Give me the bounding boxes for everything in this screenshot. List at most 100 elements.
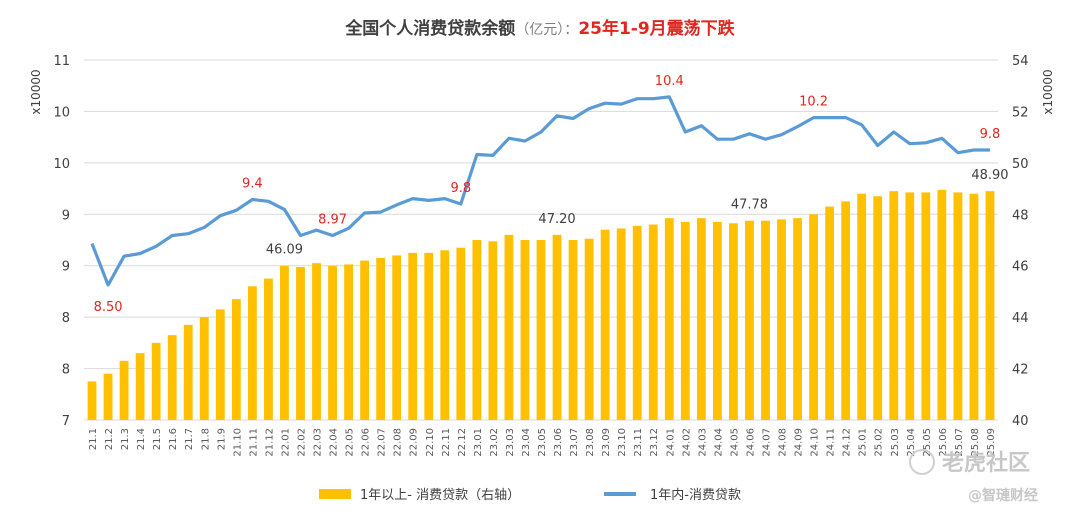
x-tick-label: 24.06 xyxy=(745,428,756,457)
x-tick-label: 21.11 xyxy=(248,428,259,457)
x-tick-label: 23.11 xyxy=(633,428,644,457)
bar xyxy=(873,196,883,420)
x-tick-label: 21.5 xyxy=(152,428,163,450)
bar xyxy=(119,360,129,420)
watermark: 老虎社区 @智璉财经 xyxy=(909,449,1038,504)
x-tick-label: 21.1 xyxy=(88,428,99,450)
bar xyxy=(889,191,899,420)
x-tick-label: 22.09 xyxy=(409,428,420,457)
right-tick-label: 48 xyxy=(1012,208,1029,223)
bar xyxy=(616,228,626,420)
line-series xyxy=(90,95,990,287)
bar xyxy=(921,192,931,420)
watermark-main: 老虎社区 xyxy=(941,450,1030,476)
data-label: 47.20 xyxy=(538,212,575,227)
bar xyxy=(328,265,337,420)
bar xyxy=(777,219,786,420)
x-tick-label: 25.06 xyxy=(938,428,949,457)
bar xyxy=(761,220,770,420)
x-tick-label: 25.07 xyxy=(954,428,965,457)
left-tick-label: 10 xyxy=(53,105,70,120)
bar xyxy=(215,309,225,420)
x-tick-label: 23.05 xyxy=(537,428,548,457)
bar xyxy=(408,252,418,420)
left-axis-unit: x10000 xyxy=(29,69,43,114)
x-tick-label: 23.10 xyxy=(617,428,628,457)
x-tick-label: 22.01 xyxy=(280,428,291,457)
x-tick-label: 22.03 xyxy=(313,428,324,457)
right-tick-label: 52 xyxy=(1012,105,1029,120)
x-tick-label: 22.06 xyxy=(361,428,372,457)
bar xyxy=(504,234,514,420)
x-tick-label: 21.10 xyxy=(232,428,243,457)
data-label: 8.50 xyxy=(94,300,123,315)
x-tick-label: 22.08 xyxy=(393,428,404,457)
bar xyxy=(135,353,145,420)
data-labels: 8.50 9.4 8.97 9.8 10.4 10.2 9.8 46.09 47.20 47.78… xyxy=(94,74,1009,315)
bar xyxy=(841,201,851,420)
x-tick-label: 21.3 xyxy=(120,428,131,450)
bar xyxy=(424,252,434,420)
bar xyxy=(167,335,177,420)
bar xyxy=(87,381,97,420)
chart-title: 全国个人消费贷款余额（亿元）：25年1-9月震荡下跌 xyxy=(344,18,735,39)
x-tick-label: 23.12 xyxy=(649,428,660,457)
bar xyxy=(440,250,450,420)
x-tick-label: 21.4 xyxy=(136,428,147,450)
bar xyxy=(456,247,466,420)
bar xyxy=(263,278,273,420)
right-tick-label: 46 xyxy=(1012,260,1029,275)
bar xyxy=(199,317,209,420)
bar xyxy=(857,193,867,420)
legend-swatch-bar xyxy=(319,489,351,499)
bar xyxy=(745,220,754,420)
x-tick-label: 23.06 xyxy=(553,428,564,457)
x-tick-label: 25.02 xyxy=(874,428,885,457)
bar xyxy=(552,234,562,420)
watermark-sub: @智璉财经 xyxy=(968,487,1038,504)
x-tick-label: 24.01 xyxy=(665,428,676,457)
bar xyxy=(584,238,594,420)
legend-label-line: 1年内-消费贷款 xyxy=(650,487,741,503)
data-label: 9.8 xyxy=(450,181,471,196)
left-tick-label: 11 xyxy=(53,54,70,69)
bar xyxy=(905,192,915,420)
left-tick-label: 7 xyxy=(62,414,70,429)
bar xyxy=(937,189,947,420)
data-label: 8.97 xyxy=(318,213,347,228)
x-tick-label: 24.12 xyxy=(842,428,853,457)
bar xyxy=(231,299,241,420)
x-tick-label: 25.05 xyxy=(922,428,933,457)
x-tick-label: 24.02 xyxy=(681,428,692,457)
data-label: 46.09 xyxy=(266,243,303,258)
bar xyxy=(183,324,193,420)
bar xyxy=(488,241,498,420)
x-tick-label: 23.08 xyxy=(585,428,596,457)
x-tick-label: 25.08 xyxy=(970,428,981,457)
x-tick-label: 21.6 xyxy=(168,428,179,450)
bar xyxy=(151,342,161,420)
bar xyxy=(472,240,482,420)
legend: 1年以上- 消费贷款（右轴） 1年内-消费贷款 xyxy=(319,487,741,503)
bar xyxy=(312,263,321,420)
bar xyxy=(632,225,642,420)
bar xyxy=(680,222,690,420)
bar xyxy=(712,222,722,420)
bar xyxy=(536,240,546,420)
bar xyxy=(103,373,113,420)
right-tick-label: 44 xyxy=(1012,311,1029,326)
bar xyxy=(360,260,370,420)
x-tick-label: 22.11 xyxy=(441,428,452,457)
x-tick-label: 24.07 xyxy=(761,428,772,457)
x-tick-label: 21.8 xyxy=(200,428,211,450)
bar xyxy=(648,224,658,420)
data-label: 48.90 xyxy=(971,168,1008,183)
x-tick-label: 22.10 xyxy=(425,428,436,457)
tiger-logo-icon xyxy=(909,449,935,475)
x-tick-label: 24.04 xyxy=(713,428,724,457)
data-label: 9.4 xyxy=(242,177,263,192)
x-tick-label: 24.08 xyxy=(778,428,789,457)
x-tick-label: 22.04 xyxy=(329,428,340,457)
x-tick-label: 22.12 xyxy=(457,428,468,457)
